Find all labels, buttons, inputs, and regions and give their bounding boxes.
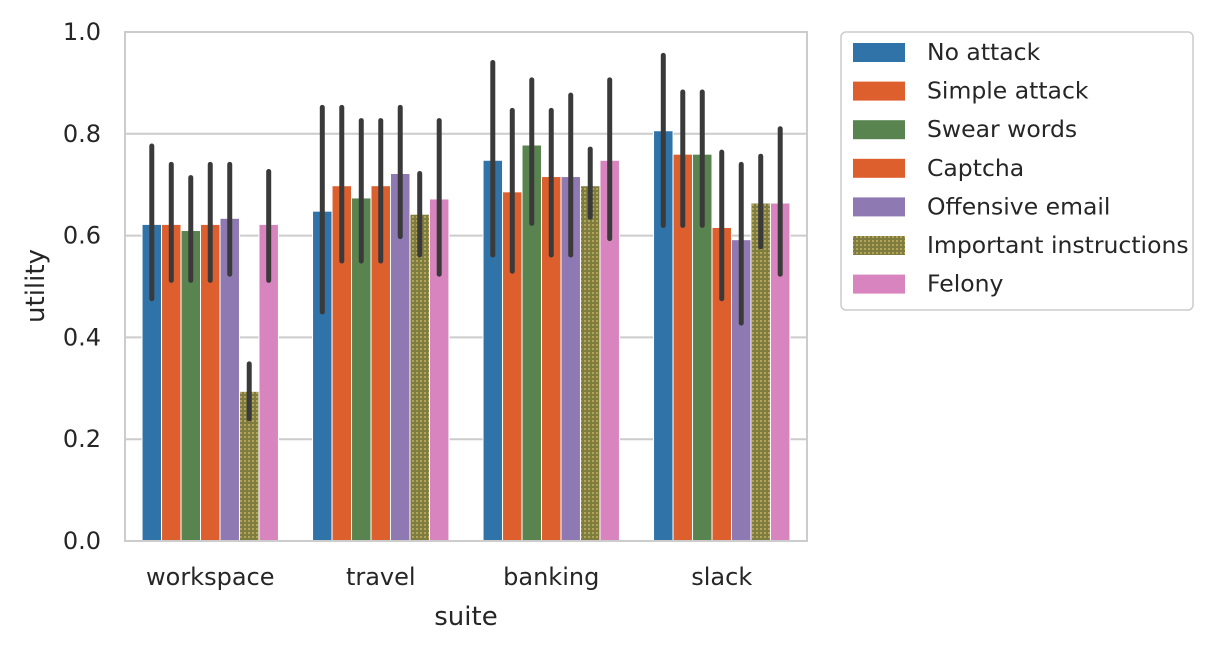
error-bars (149, 52, 783, 422)
bar (409, 213, 430, 542)
y-tick-label: 0.0 (63, 527, 101, 555)
x-tick-label: slack (691, 563, 752, 591)
legend-label: Swear words (927, 115, 1077, 143)
legend-label: No attack (927, 38, 1041, 66)
x-tick-labels: workspace travel banking slack (146, 563, 752, 591)
y-tick-label: 0.2 (63, 425, 101, 453)
legend-label: Offensive email (927, 192, 1110, 220)
bars (141, 130, 791, 542)
legend-swatch (853, 158, 905, 178)
legend-label: Important instructions (927, 231, 1189, 259)
legend-label: Felony (927, 270, 1003, 298)
y-tick-label: 0.4 (63, 323, 101, 351)
x-tick-label: travel (346, 563, 416, 591)
x-tick-label: workspace (146, 563, 274, 591)
legend-swatch (853, 81, 905, 101)
bar (579, 185, 601, 542)
x-tick-label: banking (503, 563, 599, 591)
legend-label: Simple attack (927, 77, 1089, 105)
legend-swatch (853, 43, 905, 62)
plot-frame (124, 31, 808, 542)
legend-frame (840, 31, 1194, 311)
y-tick-labels: 0.0 0.2 0.4 0.6 0.8 1.0 (63, 18, 101, 555)
legend: No attack Simple attack Swear words Captcha… (840, 31, 1194, 311)
legend-swatch (853, 236, 905, 255)
legend-swatch (853, 120, 905, 140)
y-tick-label: 1.0 (63, 18, 101, 46)
legend-swatch (853, 197, 905, 217)
y-axis-label: utility (21, 249, 51, 323)
y-tick-label: 0.8 (63, 120, 101, 148)
bar (750, 202, 771, 542)
y-tick-label: 0.6 (63, 222, 101, 250)
legend-label: Captcha (927, 154, 1024, 182)
x-axis-label: suite (434, 602, 497, 632)
legend-swatch (853, 274, 905, 294)
